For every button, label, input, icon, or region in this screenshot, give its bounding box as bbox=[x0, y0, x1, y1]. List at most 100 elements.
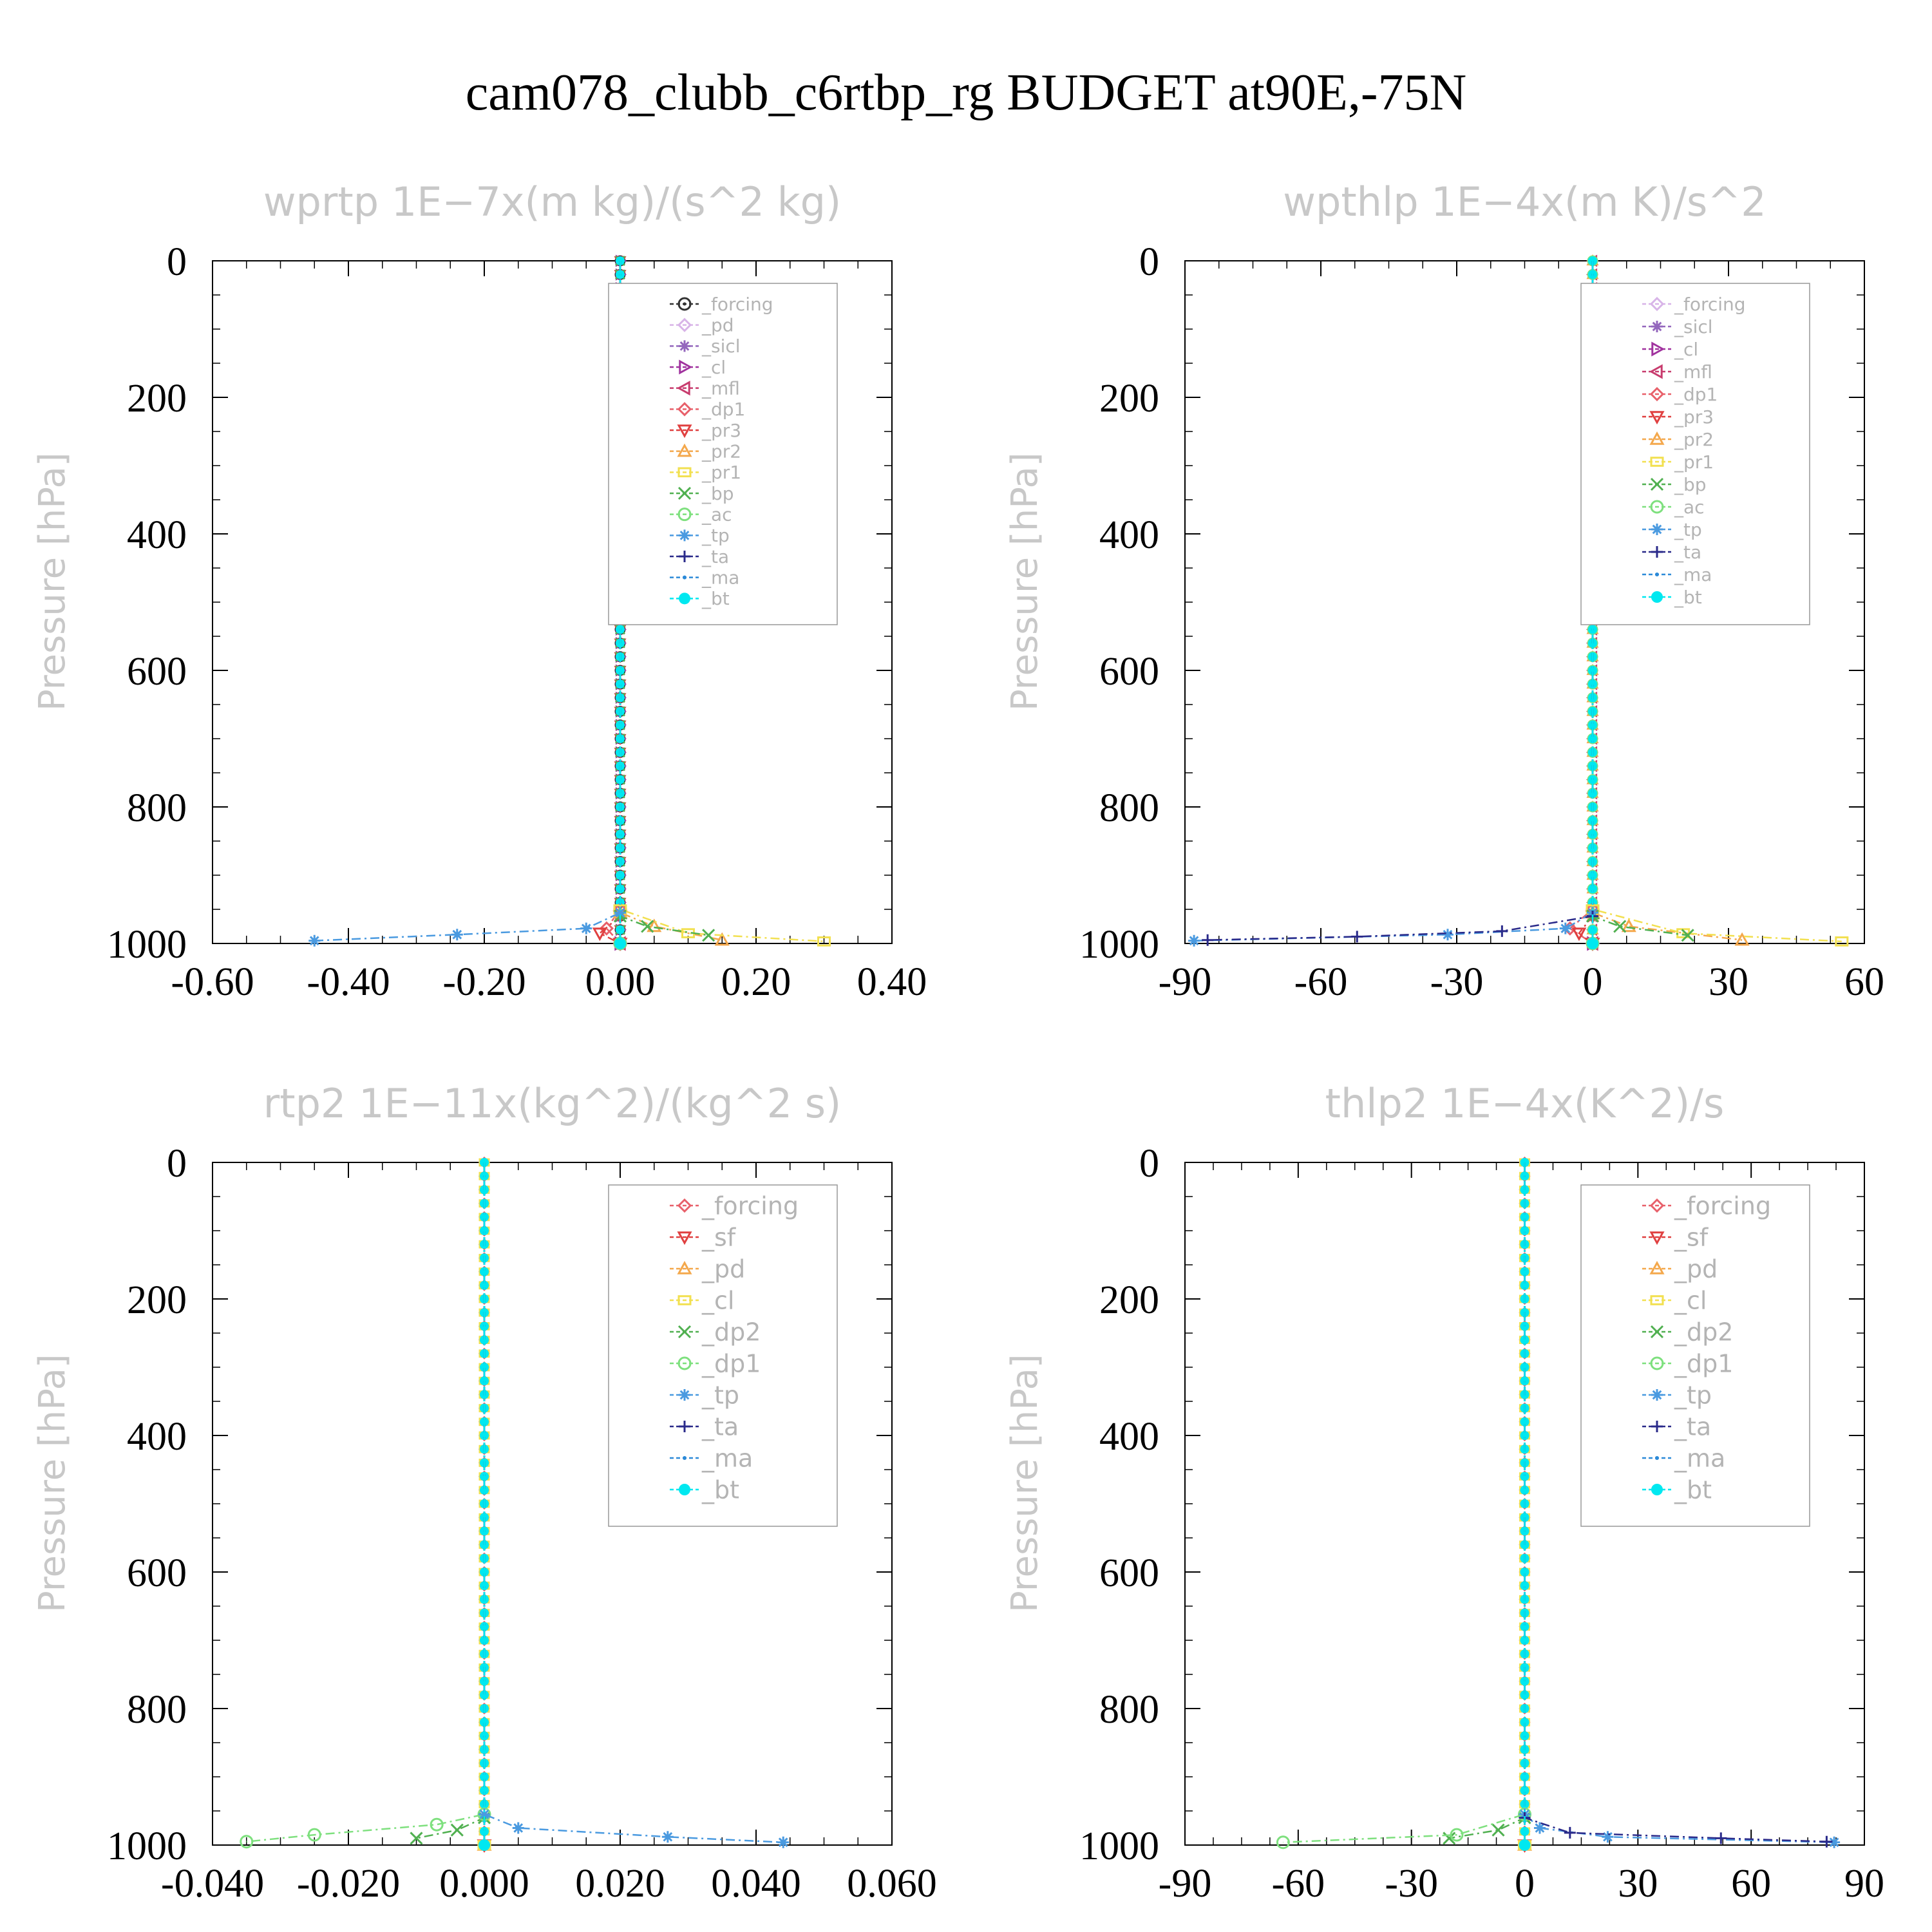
legend-marker bbox=[677, 486, 692, 500]
profile-point-bt bbox=[616, 884, 625, 894]
legend-label: _ta bbox=[701, 546, 729, 567]
series-tp bbox=[308, 261, 626, 947]
series-point bbox=[647, 918, 662, 933]
series-point bbox=[1821, 1835, 1833, 1848]
panel-title: rtp2 1E−11x(kg^2)/(kg^2 s) bbox=[263, 1080, 841, 1127]
series-point bbox=[817, 936, 831, 947]
panel-title: thlp2 1E−4x(K^2)/s bbox=[1325, 1080, 1725, 1127]
legend-item-dp1: _dp1 bbox=[670, 399, 745, 420]
legend-marker bbox=[677, 317, 692, 332]
legend-label: _sf bbox=[1674, 1223, 1709, 1251]
y-tick-label: 800 bbox=[127, 786, 187, 830]
series-point bbox=[1519, 1839, 1531, 1851]
legend: _forcing_pd_sicl_cl_mfl_dp1_pr3_pr2_pr1_… bbox=[608, 283, 838, 625]
x-tick-label: -0.040 bbox=[161, 1862, 264, 1906]
profile-point-bt bbox=[480, 1826, 489, 1836]
series-line bbox=[314, 261, 621, 942]
legend-item-pd: _pd bbox=[1642, 1255, 1718, 1283]
legend-label: _sf bbox=[701, 1223, 737, 1251]
x-tick-label: -30 bbox=[1430, 960, 1484, 1004]
legend-marker bbox=[1650, 457, 1664, 467]
profile-point-bt bbox=[616, 734, 625, 743]
profile-point-bt bbox=[480, 1431, 489, 1440]
y-tick-label: 200 bbox=[127, 377, 187, 421]
legend-item-ta: _ta bbox=[670, 546, 729, 567]
series-point bbox=[1564, 1826, 1576, 1839]
legend-item-bt: _bt bbox=[670, 588, 730, 609]
legend-item-ta: _ta bbox=[670, 1412, 739, 1441]
series-point bbox=[1828, 1836, 1841, 1848]
legend-marker bbox=[677, 507, 692, 522]
legend-label: _pd bbox=[701, 314, 734, 336]
series-bt bbox=[1519, 1162, 1531, 1851]
profile-point-bt bbox=[480, 1718, 489, 1727]
profile-point-bt bbox=[1520, 1267, 1530, 1276]
legend-item-ta: _ta bbox=[1642, 542, 1701, 563]
legend-label: _bp bbox=[1674, 474, 1707, 495]
legend-marker bbox=[677, 1198, 692, 1213]
profile-point-bt bbox=[480, 1581, 489, 1591]
profile-point-bt bbox=[1520, 1226, 1530, 1235]
legend-item-tp: _tp bbox=[670, 1381, 739, 1409]
series-point bbox=[702, 929, 715, 942]
profile-point-bt bbox=[480, 1472, 489, 1481]
legend-marker bbox=[1650, 1295, 1664, 1305]
series-ta bbox=[1202, 261, 1598, 946]
legend-item-pr1: _pr1 bbox=[670, 462, 741, 483]
legend-label: _dp1 bbox=[1674, 1349, 1733, 1378]
legend-label: _pr1 bbox=[1674, 451, 1714, 473]
legend-label: _ma bbox=[1674, 564, 1712, 585]
series-point bbox=[1202, 934, 1214, 946]
legend-marker bbox=[1649, 1260, 1665, 1274]
y-tick-label: 0 bbox=[1139, 1142, 1159, 1186]
profile-point-bt bbox=[480, 1567, 489, 1577]
legend-label: _ma bbox=[1674, 1444, 1725, 1472]
legend-item-bp: _bp bbox=[1642, 474, 1707, 495]
legend-label: _ma bbox=[701, 567, 739, 588]
legend-marker bbox=[677, 1356, 692, 1370]
profile-point-bt bbox=[480, 1690, 489, 1700]
legend-marker bbox=[677, 1295, 692, 1305]
legend-item-pr1: _pr1 bbox=[1642, 451, 1714, 473]
x-tick-label: 0.000 bbox=[439, 1862, 529, 1906]
legend-item-pr2: _pr2 bbox=[1642, 429, 1714, 450]
profile-point-bt bbox=[1520, 1335, 1530, 1345]
legend-marker bbox=[1655, 573, 1659, 576]
legend-marker bbox=[679, 359, 693, 375]
legend-item-ma: _ma bbox=[670, 567, 739, 588]
legend-marker bbox=[676, 381, 690, 396]
y-tick-label: 1000 bbox=[1079, 1824, 1159, 1868]
series-point bbox=[410, 1832, 423, 1845]
legend-marker bbox=[1649, 411, 1665, 425]
legend-label: _mfl bbox=[1674, 361, 1712, 383]
panel-title: wpthlp 1E−4x(m K)/s^2 bbox=[1283, 178, 1766, 225]
x-tick-label: 0.020 bbox=[575, 1862, 665, 1906]
legend-box bbox=[1580, 283, 1810, 625]
series-point bbox=[1450, 1828, 1464, 1842]
x-tick-label: -60 bbox=[1272, 1862, 1325, 1906]
legend-item-ma: _ma bbox=[1642, 1444, 1725, 1472]
legend-marker bbox=[1649, 1198, 1665, 1213]
legend-label: _ac bbox=[701, 504, 732, 525]
profile-point-bt bbox=[480, 1622, 489, 1631]
series-point bbox=[599, 921, 614, 936]
legend-label: _pr3 bbox=[701, 420, 741, 441]
legend-box bbox=[1580, 1184, 1810, 1527]
profile-point-bt bbox=[1520, 1581, 1530, 1591]
legend-item-forcing: _forcing bbox=[1642, 1191, 1771, 1220]
series-point bbox=[1715, 1832, 1727, 1844]
legend-marker bbox=[679, 529, 690, 542]
legend: _forcing_sicl_cl_mfl_dp1_pr3_pr2_pr1_bp_… bbox=[1580, 283, 1810, 625]
series-line bbox=[1194, 261, 1594, 942]
profile-point-bt bbox=[616, 925, 625, 934]
series-line bbox=[416, 1162, 486, 1839]
profile-point-bt bbox=[1520, 1690, 1530, 1700]
x-tick-label: -60 bbox=[1294, 960, 1348, 1004]
series-point bbox=[1835, 936, 1849, 947]
legend-label: _pd bbox=[701, 1255, 745, 1283]
legend-label: _sicl bbox=[701, 336, 741, 357]
series-line bbox=[1449, 1162, 1526, 1839]
legend-marker bbox=[1649, 386, 1665, 402]
y-tick-label: 400 bbox=[1099, 513, 1159, 557]
y-tick-label: 0 bbox=[167, 1142, 187, 1186]
